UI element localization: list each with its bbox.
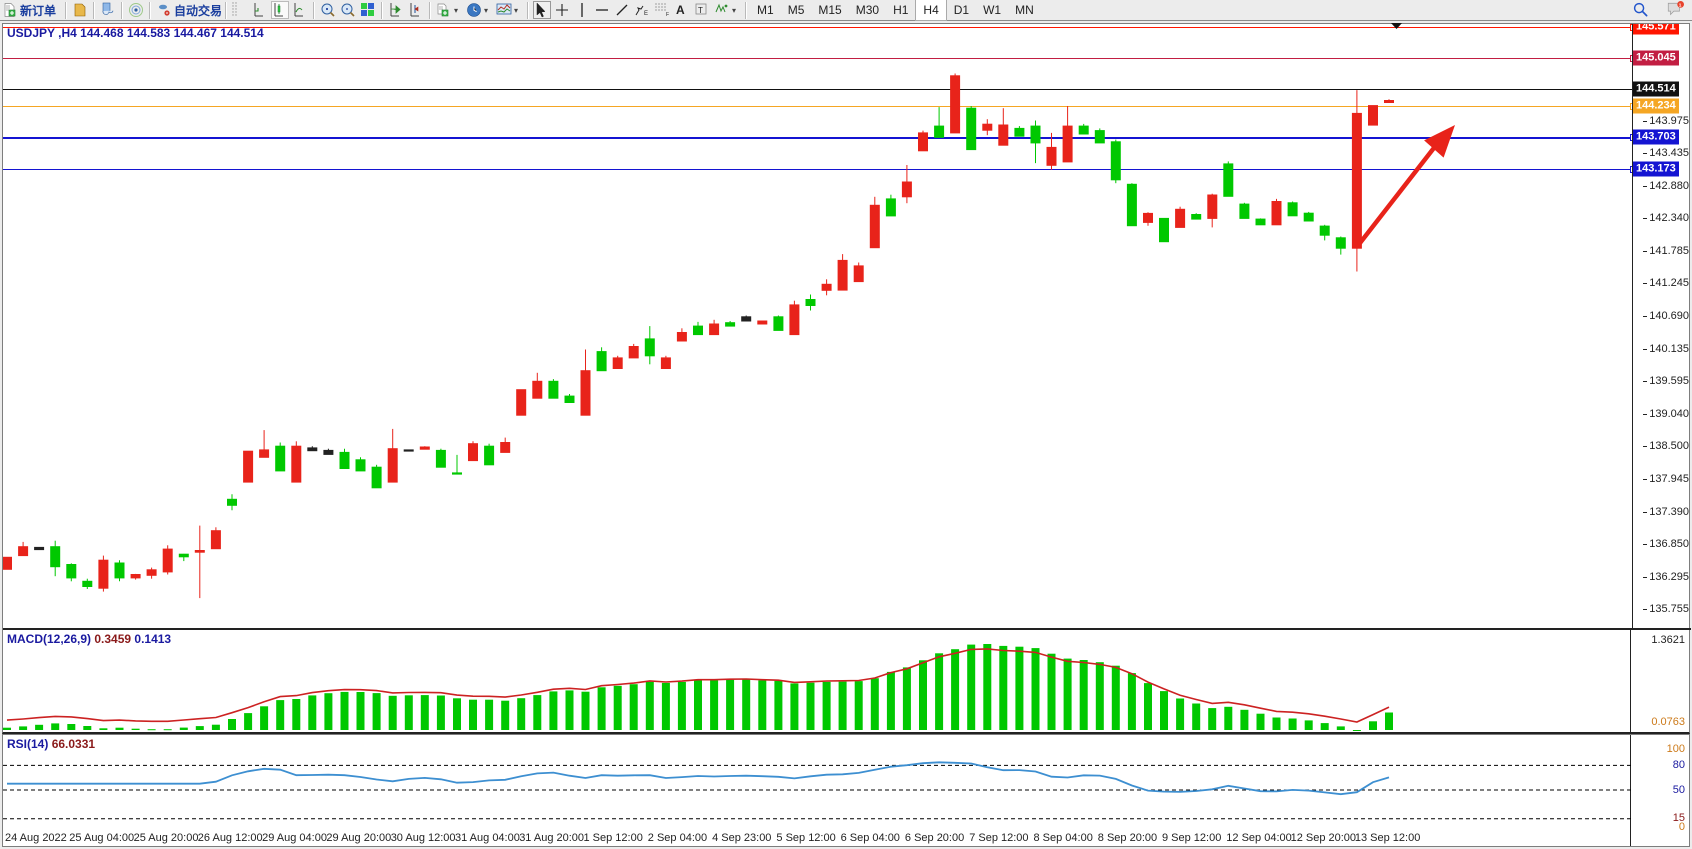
svg-text:F: F	[666, 12, 669, 18]
svg-text:T: T	[698, 6, 703, 15]
svg-text:1: 1	[1679, 3, 1682, 9]
svg-text:A: A	[676, 3, 685, 17]
svg-text:E: E	[644, 11, 648, 17]
